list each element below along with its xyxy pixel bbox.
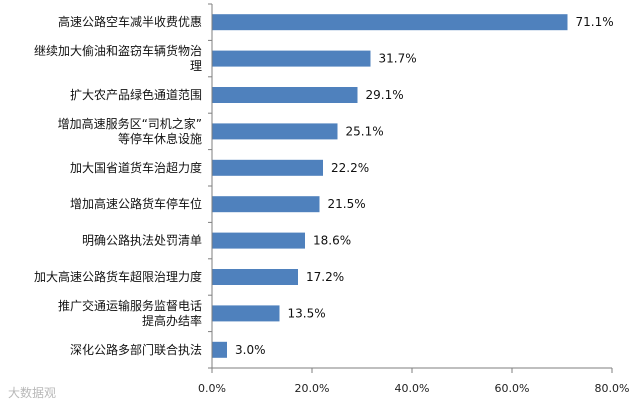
value-label: 13.5% [288,306,326,320]
category-label: 增加高速公路货车停车位 [70,196,202,211]
value-label: 3.0% [235,343,266,357]
value-label: 17.2% [306,270,344,284]
value-label: 25.1% [346,124,384,138]
value-label: 29.1% [366,88,404,102]
x-tick-label: 60.0% [495,382,530,395]
value-label: 71.1% [576,15,614,29]
bar [212,196,320,213]
category-label: 扩大农产品绿色通道范围 [70,87,202,102]
category-label: 推广交通运输服务监督电话 [58,298,202,313]
category-label: 继续加大偷油和盗窃车辆货物治 [34,43,202,58]
value-label: 21.5% [328,197,366,211]
bars [212,14,568,358]
category-label: 等停车休息设施 [118,131,202,146]
value-label: 31.7% [379,52,417,66]
x-tick-label: 20.0% [295,382,330,395]
x-axis: 0.0% 20.0% 40.0% 60.0% 80.0% [198,3,630,395]
category-label: 提高办结率 [142,313,202,328]
value-labels: 71.1% 31.7% 29.1% 25.1% 22.2% 21.5% 18.6% 17.2%… [235,15,614,357]
category-label: 加大高速公路货车超限治理力度 [34,269,202,284]
category-label: 理 [190,59,202,73]
category-label: 加大国省道货车治超力度 [70,160,202,175]
category-labels: 高速公路空车减半收费优惠继续加大偷油和盗窃车辆货物治理扩大农产品绿色通道范围增加… [34,14,202,357]
bar [212,123,338,140]
x-tick-label: 0.0% [198,382,226,395]
category-label: 高速公路空车减半收费优惠 [58,14,202,29]
bar [212,50,371,67]
value-label: 18.6% [313,234,351,248]
x-tick-label: 80.0% [595,382,630,395]
watermark: 大数据观 [8,386,57,400]
bar [212,341,227,358]
category-label: 深化公路多部门联合执法 [70,342,202,357]
bar [212,232,305,249]
category-label: 明确公路执法处罚清单 [82,233,202,248]
value-label: 22.2% [331,161,369,175]
category-label: 增加高速服务区“司机之家” [58,116,202,131]
bar [212,269,298,285]
bar [212,14,568,31]
bar [212,87,358,103]
bar [212,159,323,176]
bar [212,305,280,322]
x-tick-label: 40.0% [395,382,430,395]
